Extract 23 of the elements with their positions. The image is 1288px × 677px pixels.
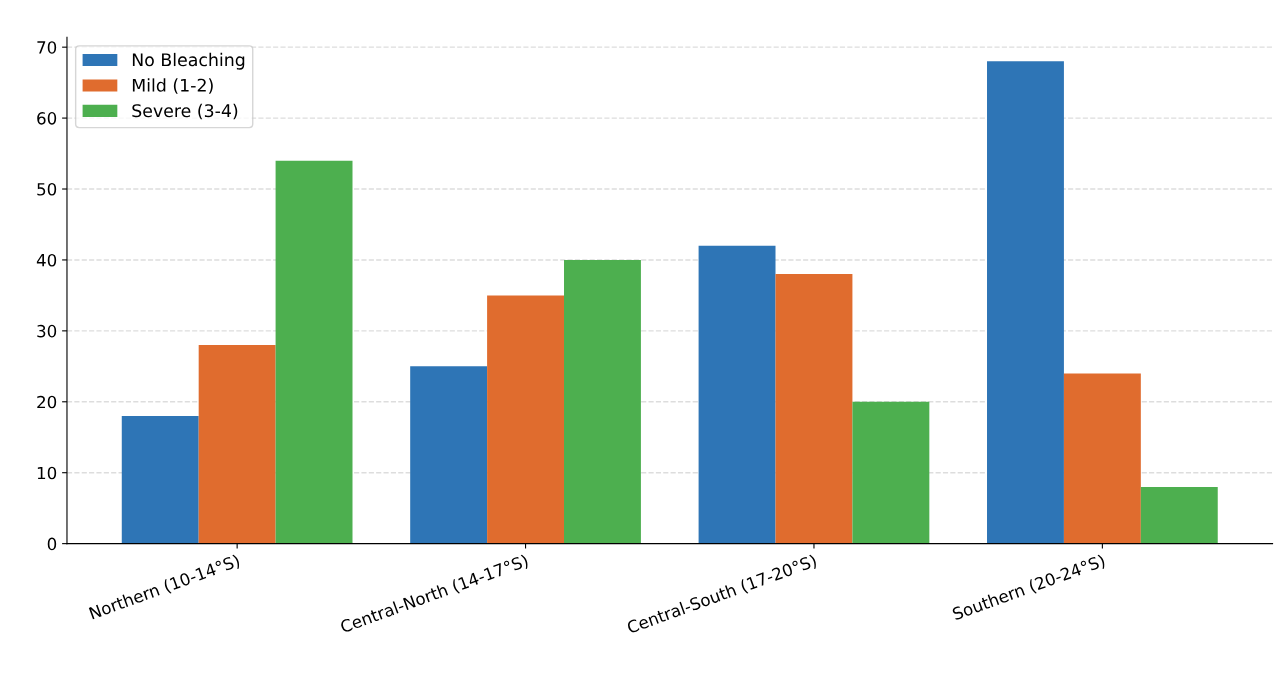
bar: [410, 366, 488, 544]
bar: [275, 160, 353, 544]
y-tick-label: 70: [37, 41, 57, 54]
y-tick-label: 50: [37, 182, 57, 196]
y-tick-label: 30: [37, 324, 57, 338]
bar: [564, 259, 641, 544]
legend-label: Mild (1-2): [132, 78, 213, 94]
y-tick-label: 10: [37, 466, 57, 480]
bar: [121, 415, 199, 544]
bar: [775, 274, 853, 544]
bar: [198, 345, 276, 544]
y-tick-label: 60: [37, 112, 57, 125]
y-tick-label: 40: [36, 253, 57, 267]
legend-label: No Bleaching: [132, 52, 245, 70]
y-tick-label: 0: [47, 537, 57, 551]
legend-label: Severe (3-4): [132, 103, 238, 120]
bar: [1140, 486, 1218, 544]
bar: [487, 295, 565, 544]
bar: [698, 245, 776, 544]
bar: [1063, 373, 1141, 544]
y-tick-label: 20: [37, 395, 57, 409]
bar: [852, 401, 930, 544]
bar: [987, 61, 1064, 544]
